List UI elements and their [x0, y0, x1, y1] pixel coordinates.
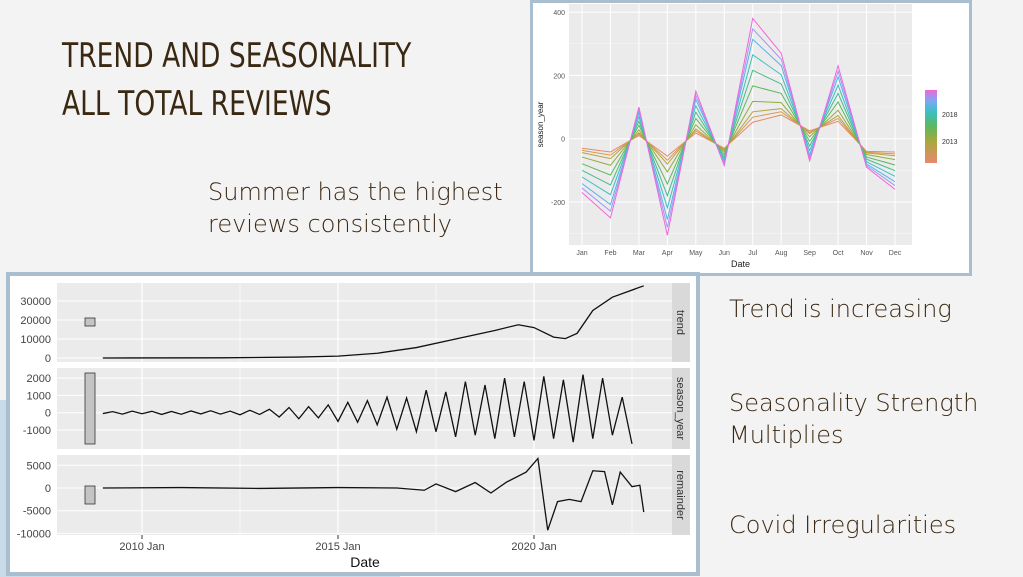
y-tick-label: -5000 [23, 506, 51, 518]
strip-remainder [672, 455, 690, 535]
x-tick-label: 2010 Jan [119, 541, 164, 553]
y-tick-label: 2000 [27, 373, 51, 385]
series-line-2021 [581, 17, 896, 236]
x-axis-label: Date [731, 259, 750, 269]
strip-label: trend [674, 310, 686, 335]
title-line-2: ALL TOTAL REVIEWS [62, 84, 332, 124]
x-tick-label: 2015 Jan [315, 541, 360, 553]
strip-label: remainder [674, 470, 686, 520]
series-line-remainder [102, 456, 645, 531]
series-line-2017 [581, 69, 896, 198]
y-tick-label: 20000 [20, 315, 51, 327]
x-tick-label: Dec [889, 250, 902, 257]
series-line-2016 [581, 85, 896, 186]
x-tick-label: Jan [576, 250, 587, 257]
x-tick-label: Mar [633, 250, 646, 257]
series-line-trend [102, 285, 644, 359]
y-tick-label: 0 [45, 483, 51, 495]
note-trend: Trend is increasing [729, 295, 952, 323]
x-tick-label: Apr [662, 250, 674, 257]
y-tick-label: 200 [553, 73, 565, 80]
note-covid: Covid Irregularities [729, 511, 957, 539]
x-tick-label: Feb [604, 250, 616, 257]
slide-title: TREND AND SEASONALITY ALL TOTAL REVIEWS [62, 32, 411, 128]
y-axis-label: season_year [536, 101, 545, 147]
title-line-1: TREND AND SEASONALITY [62, 36, 412, 76]
legend-label: 2013 [942, 139, 958, 146]
scale-bar-season [84, 372, 96, 445]
x-tick-label: Oct [833, 250, 844, 257]
panel-background-trend [57, 283, 672, 362]
y-tick-label: 10000 [20, 334, 51, 346]
x-axis-label: Date [350, 554, 380, 570]
series-line-2018 [581, 54, 896, 210]
series-line-2015 [581, 100, 896, 173]
y-tick-label: 30000 [20, 296, 51, 308]
scale-bar-remainder [84, 485, 96, 505]
scale-bar-trend [84, 317, 96, 327]
y-tick-label: 0 [45, 408, 51, 420]
x-tick-label: Nov [860, 250, 873, 257]
legend-colorbar [925, 90, 937, 163]
x-tick-label: Jul [748, 250, 757, 257]
note-line: Summer has the highest [208, 178, 503, 206]
series-line-2012 [581, 114, 896, 157]
y-tick-label: 400 [553, 10, 565, 17]
note-line: reviews consistently [208, 210, 452, 238]
plot-background [569, 4, 912, 245]
y-tick-label: -1000 [23, 425, 51, 437]
legend-label: 2018 [942, 112, 958, 119]
x-tick-label: Jun [719, 250, 730, 257]
series-line-season_year [102, 374, 633, 444]
note-line: Seasonality Strength [729, 389, 979, 417]
y-tick-label: -10000 [17, 528, 51, 540]
strip-trend [672, 283, 690, 362]
y-tick-label: 1000 [27, 390, 51, 402]
x-tick-label: May [689, 250, 703, 257]
y-tick-label: 0 [45, 353, 51, 365]
x-tick-label: Aug [775, 250, 788, 257]
x-tick-label: 2020 Jan [511, 541, 556, 553]
panel-background-remainder [57, 455, 672, 535]
x-tick-label: Sep [803, 250, 816, 257]
note-line: Multiplies [729, 421, 844, 449]
y-tick-label: 5000 [27, 460, 51, 472]
strip-label: season_year [674, 377, 686, 440]
series-line-2014 [581, 108, 896, 165]
y-tick-label: -200 [551, 200, 565, 207]
note-season: Seasonality Strength Multiplies [729, 387, 978, 451]
strip-season_year [672, 368, 690, 449]
note-summer: Summer has the highest reviews consisten… [208, 176, 503, 240]
y-tick-label: 0 [561, 137, 565, 144]
